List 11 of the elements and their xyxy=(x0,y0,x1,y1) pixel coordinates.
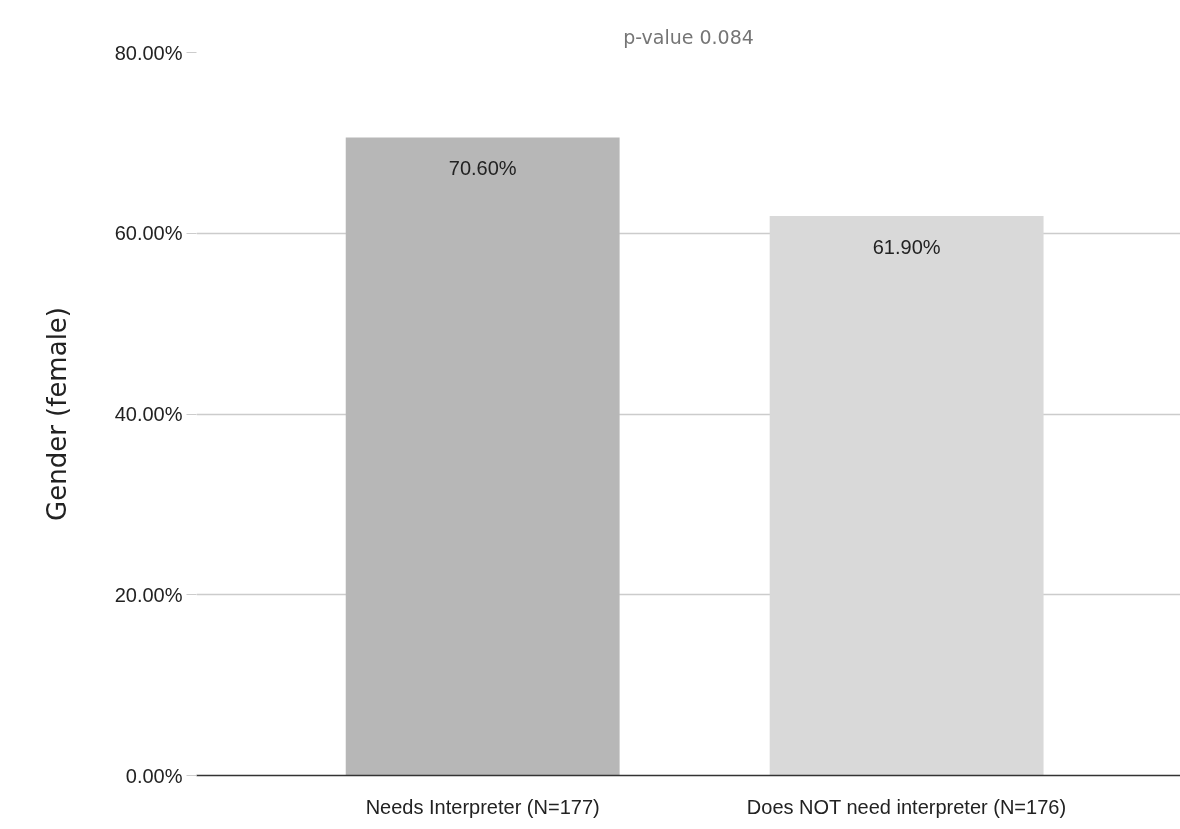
x-tick-label: Does NOT need interpreter (N=176) xyxy=(746,795,1067,818)
data-label: 70.60% xyxy=(448,157,517,180)
y-tick-label: 60.00% xyxy=(114,222,183,245)
data-label: 61.90% xyxy=(872,236,941,259)
y-tick-label: 20.00% xyxy=(114,583,183,606)
x-tick-label: Needs Interpreter (N=177) xyxy=(365,795,600,818)
y-tick-label: 0.00% xyxy=(125,764,183,787)
y-tick-label: 40.00% xyxy=(114,403,183,425)
chart-title: p-value 0.084 xyxy=(623,25,754,48)
y-tick-label: 80.00% xyxy=(114,41,183,64)
y-axis-title: Gender (female) xyxy=(41,307,72,521)
